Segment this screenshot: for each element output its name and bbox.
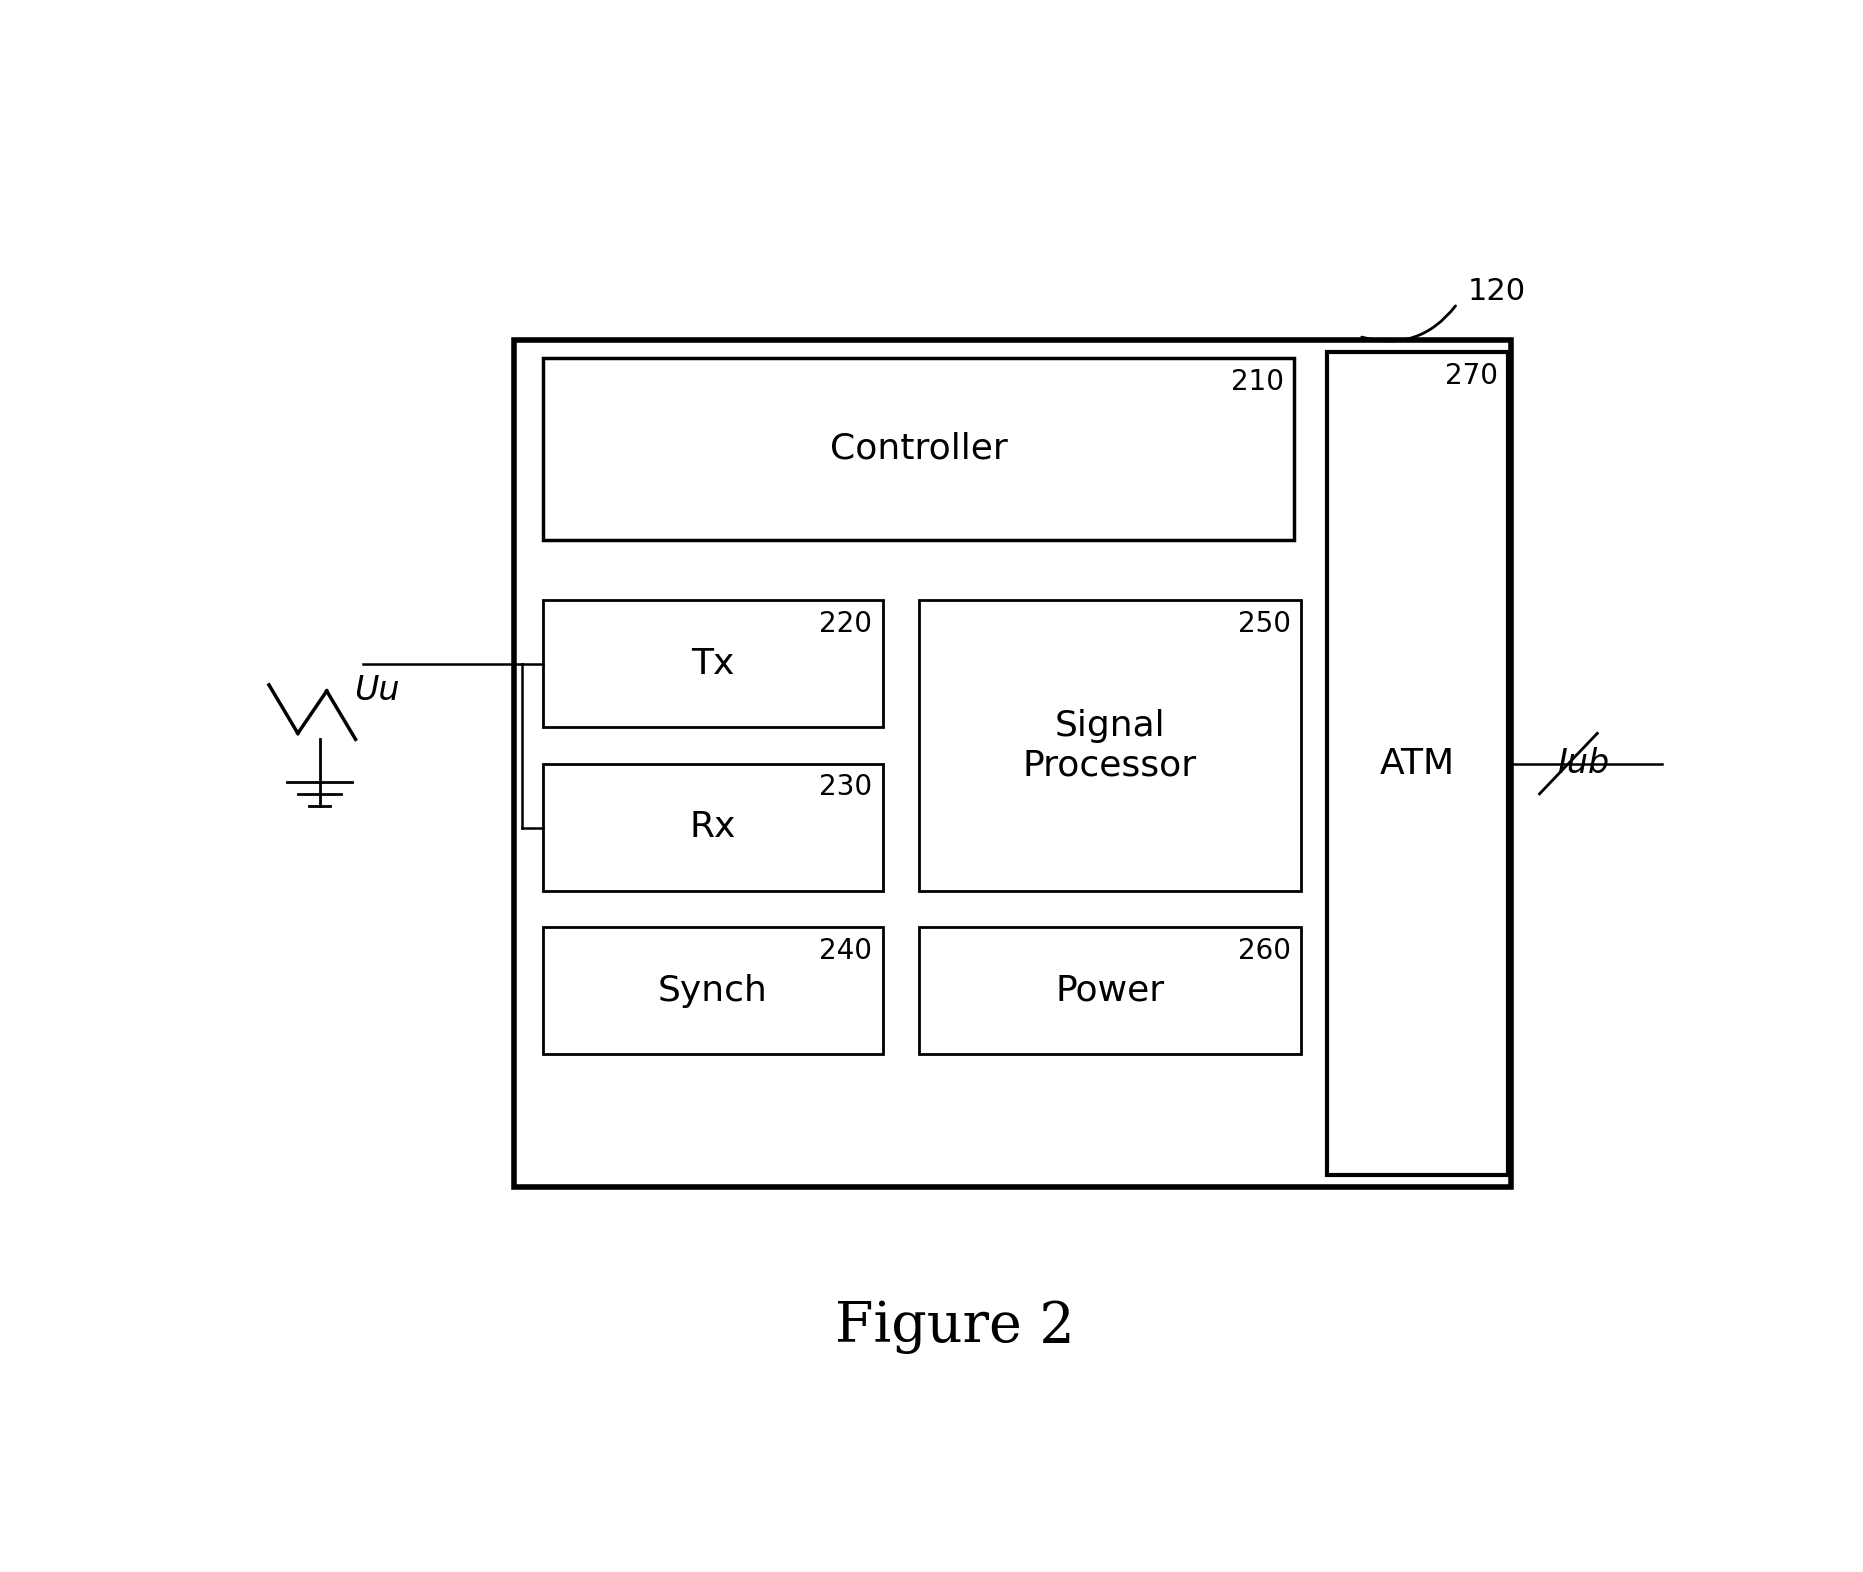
- Text: 270: 270: [1444, 362, 1498, 390]
- Text: Synch: Synch: [658, 973, 768, 1008]
- Text: Rx: Rx: [689, 810, 736, 844]
- Bar: [1326, 352, 1507, 1176]
- Bar: [544, 358, 1295, 539]
- Text: Figure 2: Figure 2: [835, 1298, 1075, 1353]
- Text: 260: 260: [1239, 937, 1291, 965]
- Text: Iub: Iub: [1557, 747, 1610, 780]
- Bar: [544, 927, 883, 1055]
- Text: 230: 230: [820, 773, 872, 802]
- Text: ATM: ATM: [1380, 747, 1455, 781]
- Text: Power: Power: [1056, 973, 1164, 1008]
- Text: Controller: Controller: [829, 432, 1008, 465]
- Bar: [514, 340, 1511, 1187]
- Text: 120: 120: [1468, 277, 1526, 307]
- Bar: [918, 601, 1300, 891]
- Bar: [918, 927, 1300, 1055]
- Text: 240: 240: [820, 937, 872, 965]
- Text: 220: 220: [820, 610, 872, 638]
- Text: 210: 210: [1231, 368, 1284, 396]
- Text: Tx: Tx: [691, 646, 734, 681]
- Text: 250: 250: [1239, 610, 1291, 638]
- Bar: [544, 764, 883, 891]
- Bar: [544, 601, 883, 728]
- Text: Uu: Uu: [354, 674, 401, 707]
- Text: Signal
Processor: Signal Processor: [1023, 709, 1198, 783]
